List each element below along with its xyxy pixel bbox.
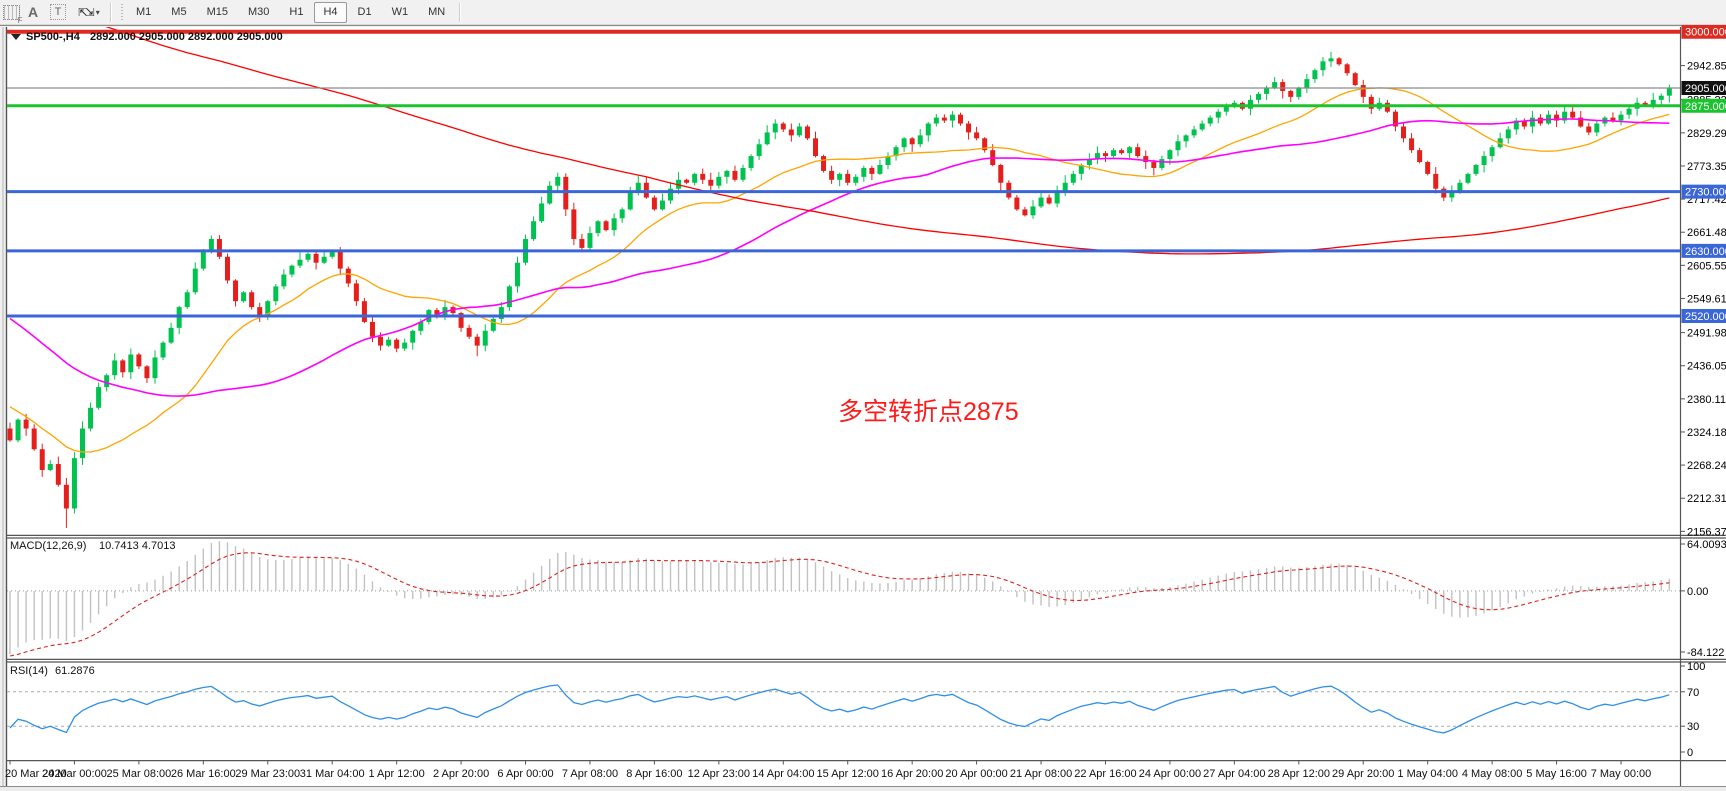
indicator-grid-icon[interactable]: F — [0, 2, 23, 25]
chart-canvas: 2942.8552885.2252829.2902773.3552717.420… — [0, 25, 1726, 791]
svg-text:0: 0 — [1687, 747, 1693, 759]
toolbar-grip — [121, 3, 123, 21]
macd-panel-area[interactable] — [7, 538, 1680, 658]
svg-text:2605.550: 2605.550 — [1687, 260, 1726, 272]
svg-text:70: 70 — [1687, 687, 1699, 699]
svg-text:64.0093: 64.0093 — [1687, 539, 1726, 551]
svg-text:2491.985: 2491.985 — [1687, 328, 1726, 340]
svg-text:20 Apr 00:00: 20 Apr 00:00 — [945, 768, 1007, 780]
timeframe-button-MN[interactable]: MN — [428, 5, 446, 18]
svg-text:2829.290: 2829.290 — [1687, 128, 1726, 140]
price-axis-badges: 3000.000 2905.000 2875.000 2730.000 2630.000… — [1681, 25, 1726, 323]
svg-text:12 Apr 23:00: 12 Apr 23:00 — [688, 768, 750, 780]
svg-text:2156.375: 2156.375 — [1687, 526, 1726, 538]
symbol-dropdown-icon[interactable] — [11, 34, 21, 40]
svg-text:2380.115: 2380.115 — [1687, 394, 1726, 406]
svg-text:7 Apr 08:00: 7 Apr 08:00 — [562, 768, 618, 780]
svg-text:1 Apr 12:00: 1 Apr 12:00 — [368, 768, 424, 780]
macd-axis-labels: 64.0093 0.00 -84.122 — [1680, 539, 1726, 659]
svg-text:100: 100 — [1687, 661, 1705, 673]
svg-text:29 Apr 20:00: 29 Apr 20:00 — [1332, 768, 1394, 780]
candles — [7, 51, 1672, 529]
svg-text:0.00: 0.00 — [1687, 586, 1708, 598]
svg-text:2212.310: 2212.310 — [1687, 493, 1726, 505]
svg-text:5 May 16:00: 5 May 16:00 — [1526, 768, 1587, 780]
svg-text:1 May 04:00: 1 May 04:00 — [1397, 768, 1458, 780]
svg-text:24 Mar 00:00: 24 Mar 00:00 — [42, 768, 107, 780]
svg-text:28 Apr 12:00: 28 Apr 12:00 — [1268, 768, 1330, 780]
rsi-plot — [7, 684, 1680, 734]
svg-text:31 Mar 04:00: 31 Mar 04:00 — [300, 768, 365, 780]
svg-text:2875.000: 2875.000 — [1685, 101, 1726, 113]
svg-text:2630.000: 2630.000 — [1685, 246, 1726, 258]
svg-text:2661.485: 2661.485 — [1687, 227, 1726, 239]
main-chart-area[interactable] — [7, 27, 1680, 535]
svg-text:29 Mar 23:00: 29 Mar 23:00 — [235, 768, 300, 780]
timeframe-button-M15[interactable]: M15 — [206, 5, 228, 18]
price-axis-labels: 2942.8552885.2252829.2902773.3552717.420… — [1680, 61, 1726, 538]
svg-text:2942.855: 2942.855 — [1687, 61, 1726, 73]
svg-text:2549.615: 2549.615 — [1687, 293, 1726, 305]
timeframe-button-M1[interactable]: M1 — [136, 5, 152, 18]
svg-text:3000.000: 3000.000 — [1685, 27, 1726, 39]
svg-text:27 Apr 04:00: 27 Apr 04:00 — [1203, 768, 1265, 780]
svg-text:6 Apr 00:00: 6 Apr 00:00 — [497, 768, 553, 780]
svg-text:4 May 08:00: 4 May 08:00 — [1462, 768, 1523, 780]
svg-text:24 Apr 00:00: 24 Apr 00:00 — [1139, 768, 1201, 780]
svg-text:25 Mar 08:00: 25 Mar 08:00 — [106, 768, 171, 780]
moving-average-lines — [9, 27, 1670, 453]
svg-text:-84.122: -84.122 — [1687, 647, 1724, 659]
svg-text:2268.245: 2268.245 — [1687, 460, 1726, 472]
time-axis-area[interactable] — [7, 762, 1726, 786]
svg-text:2 Apr 20:00: 2 Apr 20:00 — [433, 768, 489, 780]
rsi-label: RSI(14) — [10, 665, 48, 677]
svg-text:2324.180: 2324.180 — [1687, 427, 1726, 439]
macd-values: 10.7413 4.7013 — [99, 540, 175, 552]
timeframe-button-D1[interactable]: D1 — [357, 5, 372, 18]
svg-text:2520.000: 2520.000 — [1685, 311, 1726, 323]
svg-text:2773.355: 2773.355 — [1687, 161, 1726, 173]
timeframe-button-M5[interactable]: M5 — [171, 5, 187, 18]
timeframe-button-W1[interactable]: W1 — [391, 5, 409, 18]
macd-label: MACD(12,26,9) — [10, 540, 86, 552]
chart-annotation-text[interactable]: 多空转折点2875 — [838, 398, 1019, 426]
text-box-icon[interactable]: T — [44, 2, 72, 23]
svg-text:21 Apr 08:00: 21 Apr 08:00 — [1010, 768, 1072, 780]
rsi-values: 61.2876 — [55, 665, 95, 677]
chart-title-symbol: SP500-,H4 — [26, 31, 81, 43]
svg-text:22 Apr 16:00: 22 Apr 16:00 — [1074, 768, 1136, 780]
svg-text:7 May 00:00: 7 May 00:00 — [1591, 768, 1652, 780]
toolbar-separator — [110, 2, 111, 22]
svg-text:26 Mar 16:00: 26 Mar 16:00 — [171, 768, 236, 780]
rsi-axis-labels: 100 70 30 0 — [1680, 661, 1705, 759]
svg-text:2905.000: 2905.000 — [1685, 83, 1726, 95]
svg-text:8 Apr 16:00: 8 Apr 16:00 — [626, 768, 682, 780]
svg-text:16 Apr 20:00: 16 Apr 20:00 — [881, 768, 943, 780]
svg-text:2436.050: 2436.050 — [1687, 361, 1726, 373]
toolbar-separator — [459, 2, 461, 22]
timeframe-button-M30[interactable]: M30 — [247, 5, 270, 18]
dropdown-caret-icon[interactable]: ▾ — [95, 7, 100, 17]
text-label-icon[interactable]: A — [27, 4, 39, 20]
horizontal-level-lines[interactable] — [7, 29, 1680, 318]
price-axis-area[interactable] — [1681, 27, 1726, 759]
svg-text:15 Apr 12:00: 15 Apr 12:00 — [817, 768, 879, 780]
svg-text:2730.000: 2730.000 — [1685, 187, 1726, 199]
timeframe-button-H4[interactable]: H4 — [314, 1, 347, 23]
arrow-objects-icon[interactable]: ⇱⇲ ▾ — [78, 6, 100, 19]
timeframe-button-H1[interactable]: H1 — [289, 5, 304, 18]
statusbar — [0, 787, 1726, 791]
chart-title-ohlc: 2892.000 2905.000 2892.000 2905.000 — [90, 31, 283, 43]
svg-text:20 Mar 2020: 20 Mar 2020 — [5, 768, 67, 780]
timeframe-bar: M1 M5 M15 M30 H1 H4 D1 W1 MN — [126, 1, 455, 23]
svg-text:30: 30 — [1687, 721, 1699, 733]
svg-text:14 Apr 04:00: 14 Apr 04:00 — [752, 768, 814, 780]
toolbar: F A T ⇱⇲ ▾ M1 M5 M15 M30 H1 H4 D1 W1 MN — [0, 0, 1726, 25]
macd-plot — [7, 541, 1680, 657]
